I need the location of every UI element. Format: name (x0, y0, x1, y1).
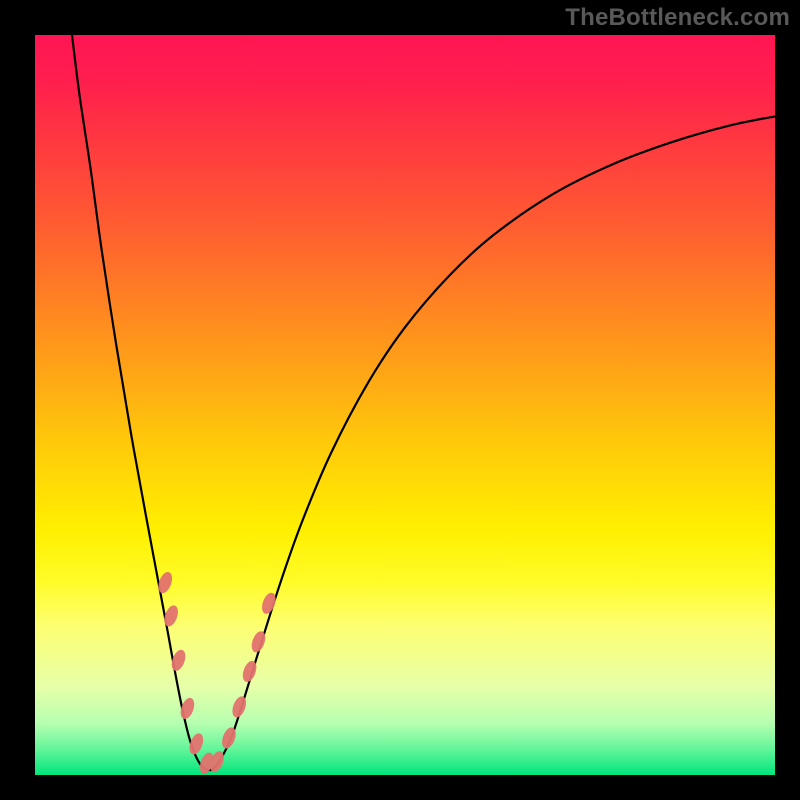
curve-layer (35, 35, 775, 775)
watermark-text: TheBottleneck.com (565, 4, 790, 32)
curve-marker (260, 592, 278, 615)
curve-marker (162, 604, 180, 627)
curve-marker (188, 732, 206, 755)
curve-marker (230, 695, 248, 718)
plot-area (35, 35, 775, 775)
stage: TheBottleneck.com (0, 0, 800, 800)
